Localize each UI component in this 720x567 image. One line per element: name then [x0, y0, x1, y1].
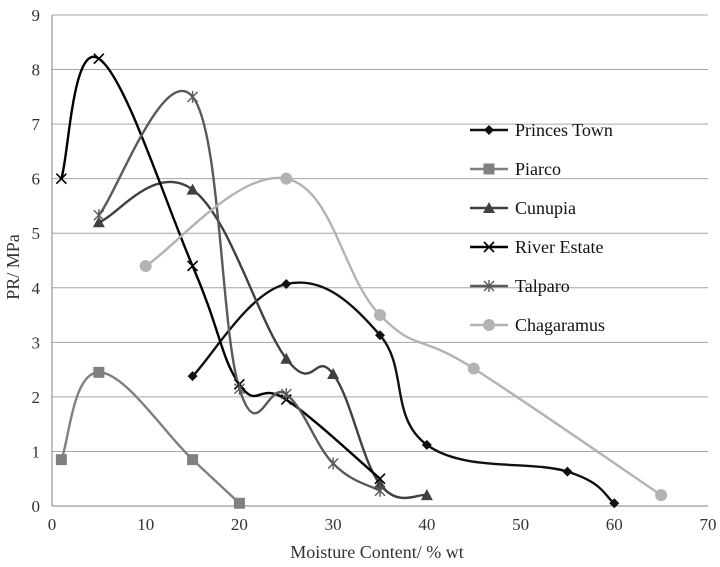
series-line-4 [60, 55, 382, 480]
legend-swatch-marker [484, 125, 494, 135]
gridlines [51, 14, 708, 507]
legend-swatch-marker [483, 280, 495, 292]
legend-entry: Piarco [515, 159, 561, 179]
data-point-marker [562, 466, 573, 477]
series-markers [55, 53, 668, 509]
data-point-marker [187, 454, 199, 466]
data-point-marker [55, 454, 67, 466]
data-point-marker [421, 439, 432, 450]
data-point-marker [93, 53, 105, 65]
series-line-5 [97, 89, 382, 492]
data-point-marker [374, 478, 386, 490]
x-tick-label: 10 [137, 515, 154, 534]
data-point-marker [327, 367, 340, 379]
data-point-marker [233, 382, 245, 395]
data-point-marker [280, 388, 292, 401]
legend: Princes Town Piarco Cunupia River Estate Tal… [470, 120, 613, 335]
data-point-marker [187, 371, 198, 382]
data-point-marker [609, 498, 620, 509]
y-tick-label: 6 [32, 170, 41, 189]
legend-entry: River Estate [515, 237, 603, 257]
data-point-marker [467, 362, 480, 375]
data-point-marker [281, 278, 292, 289]
legend-swatch-marker [483, 241, 495, 253]
series-line-2 [60, 371, 241, 505]
data-point-marker [327, 457, 339, 470]
x-tick-label: 50 [512, 515, 529, 534]
data-point-marker [92, 216, 105, 228]
x-tick-label: 0 [48, 515, 57, 534]
legend-entry: Cunupia [515, 198, 576, 218]
tick-labels: 0 1 2 3 4 5 6 7 8 9 0 10 20 30 40 50 60 70 [32, 6, 717, 534]
data-point-marker [280, 172, 293, 185]
data-point-marker [186, 183, 199, 195]
x-tick-label: 30 [325, 515, 342, 534]
data-point-marker [187, 90, 199, 103]
y-tick-label: 0 [32, 497, 41, 516]
x-tick-label: 60 [606, 515, 623, 534]
legend-swatch-marker [483, 202, 495, 213]
data-point-marker [93, 209, 105, 222]
data-point-marker [655, 489, 668, 502]
data-point-marker [375, 330, 385, 341]
series-line-3 [97, 180, 429, 500]
data-point-marker [374, 484, 386, 497]
data-point-marker [187, 260, 199, 272]
y-tick-label: 8 [32, 61, 41, 80]
y-tick-label: 2 [32, 388, 41, 407]
y-tick-label: 7 [32, 115, 41, 134]
x-tick-label: 20 [231, 515, 248, 534]
legend-entry: Chagaramus [515, 315, 605, 335]
data-point-marker [93, 366, 105, 378]
x-axis-label: Moisture Content/ % wt [290, 542, 464, 562]
y-tick-label: 3 [32, 333, 41, 352]
data-point-marker [139, 259, 152, 272]
legend-entry: Princes Town [515, 120, 613, 140]
y-tick-label: 9 [32, 6, 41, 25]
data-point-marker [420, 489, 433, 501]
legend-swatch-marker [483, 319, 495, 331]
y-axis-label: PR/ MPa [3, 234, 23, 300]
data-point-marker [233, 497, 245, 509]
legend-entry: Talparo [515, 276, 570, 296]
data-point-marker [55, 173, 67, 185]
x-tick-label: 70 [700, 515, 717, 534]
data-point-marker [374, 309, 386, 322]
x-tick-label: 40 [418, 515, 435, 534]
data-point-marker [280, 352, 293, 364]
y-tick-label: 4 [32, 279, 41, 298]
legend-swatch-marker [483, 163, 495, 175]
y-tick-label: 1 [32, 442, 41, 461]
data-point-marker [374, 473, 386, 485]
y-tick-label: 5 [32, 224, 41, 243]
